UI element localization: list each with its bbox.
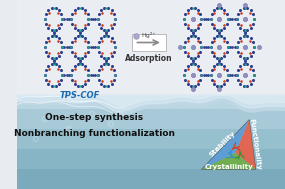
Text: Stability: Stability [208,130,237,159]
Bar [17,169,285,189]
Bar [17,149,285,169]
Text: TPS-COF: TPS-COF [60,91,100,100]
Bar [17,109,285,129]
Text: Functionality: Functionality [248,118,261,171]
Bar [17,95,285,109]
Text: Adsorption: Adsorption [125,54,172,63]
Polygon shape [201,153,256,170]
Text: Crystallinity: Crystallinity [204,163,253,170]
Bar [17,0,285,95]
Bar [17,129,285,149]
Text: Nonbranching functionalization: Nonbranching functionalization [14,129,175,139]
Text: One-step synthesis: One-step synthesis [45,112,143,122]
Polygon shape [235,119,256,170]
Text: Hg²⁺: Hg²⁺ [141,33,156,39]
FancyBboxPatch shape [132,34,166,51]
Polygon shape [201,119,249,170]
FancyArrowPatch shape [137,40,158,45]
